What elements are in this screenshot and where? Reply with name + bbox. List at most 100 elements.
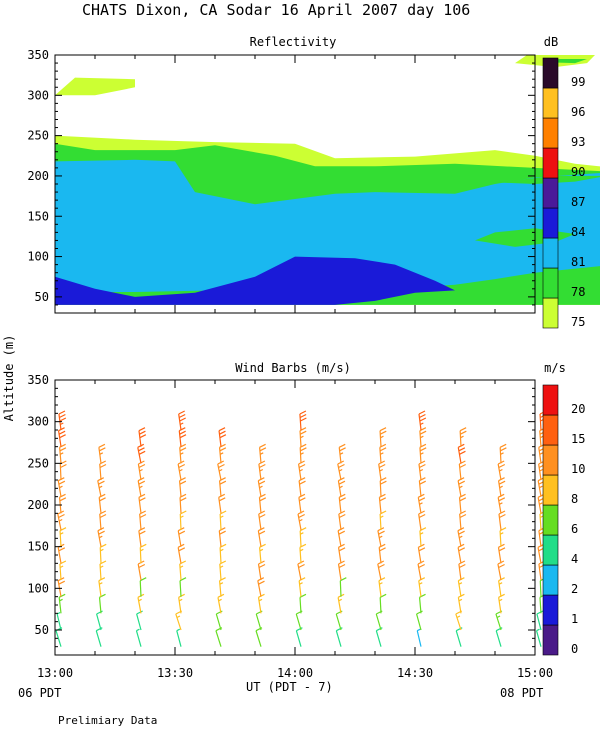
y-tick-label: 200 bbox=[27, 169, 49, 183]
wind-barb bbox=[459, 427, 467, 447]
wind-barb bbox=[178, 427, 187, 447]
wind-barb bbox=[378, 577, 386, 597]
wind-barb bbox=[457, 543, 466, 564]
wind-barb bbox=[98, 593, 106, 614]
wind-barb-colorbar-unit: m/s bbox=[544, 361, 566, 375]
wind-barb bbox=[139, 543, 147, 564]
y-tick-label: 250 bbox=[27, 129, 49, 143]
wind-barb bbox=[299, 593, 307, 614]
wind-barb bbox=[337, 593, 345, 614]
wind-barb bbox=[257, 477, 266, 497]
wind-barb bbox=[218, 427, 227, 447]
wind-barb bbox=[536, 610, 544, 631]
wind-barb bbox=[457, 443, 466, 464]
wind-barb bbox=[59, 443, 67, 464]
wind-barb bbox=[57, 543, 66, 564]
wind-barb bbox=[455, 610, 463, 631]
wind-barb bbox=[218, 577, 226, 597]
x-tick-label: 13:00 bbox=[37, 666, 73, 680]
wind-barb bbox=[459, 510, 467, 531]
wind-barb bbox=[255, 627, 263, 647]
wind-barb bbox=[337, 477, 346, 497]
y-tick-label: 350 bbox=[27, 373, 49, 387]
wind-barb bbox=[179, 577, 187, 597]
wind-barb bbox=[417, 493, 426, 514]
wind-barb bbox=[298, 477, 306, 497]
wind-barb bbox=[495, 627, 503, 647]
wind-barb bbox=[259, 443, 267, 464]
wind-barb bbox=[295, 627, 303, 647]
wind-barb bbox=[338, 443, 346, 464]
wind-barb-title: Wind Barbs (m/s) bbox=[235, 361, 351, 375]
reflectivity-colorbar-level-label: 99 bbox=[571, 75, 585, 89]
wind-barb bbox=[418, 410, 427, 431]
wind-barb bbox=[96, 610, 103, 631]
reflectivity-colorbar-swatch bbox=[542, 147, 559, 179]
wind-barb bbox=[219, 510, 227, 531]
reflectivity-colorbar-swatch bbox=[542, 267, 559, 299]
y-tick-label: 150 bbox=[27, 209, 49, 223]
wind-barb bbox=[335, 627, 343, 647]
wind-barb bbox=[179, 560, 187, 581]
wind-colorbar-level-label: 0 bbox=[571, 642, 578, 656]
wind-barb bbox=[495, 610, 503, 631]
wind-colorbar-level-label: 6 bbox=[571, 522, 578, 536]
wind-barb bbox=[497, 477, 506, 497]
wind-barb bbox=[419, 443, 427, 464]
altitude-axis-label: Altitude (m) bbox=[2, 335, 16, 422]
wind-barb bbox=[338, 510, 346, 531]
wind-barb bbox=[139, 577, 147, 597]
wind-barb bbox=[177, 460, 186, 481]
reflectivity-colorbar-level-label: 81 bbox=[571, 255, 585, 269]
wind-barb bbox=[418, 460, 426, 481]
wind-barb bbox=[418, 510, 426, 531]
wind-barb bbox=[498, 510, 506, 531]
wind-colorbar-swatch bbox=[542, 534, 559, 566]
wind-barb bbox=[377, 527, 385, 547]
reflectivity-colorbar: 75 78 81 84 87 90 93 96 99 bbox=[542, 57, 585, 329]
wind-barb bbox=[458, 460, 466, 481]
wind-barb bbox=[337, 527, 346, 547]
wind-barb bbox=[375, 610, 383, 631]
wind-barb bbox=[58, 493, 67, 514]
wind-barb bbox=[177, 527, 186, 547]
wind-barb bbox=[57, 577, 66, 597]
wind-barb bbox=[215, 627, 223, 647]
wind-barb bbox=[535, 628, 542, 647]
wind-barb bbox=[218, 527, 226, 547]
x-tick-label: 15:00 bbox=[517, 666, 553, 680]
wind-barb bbox=[455, 627, 463, 647]
wind-barb bbox=[337, 560, 346, 581]
wind-barb bbox=[295, 610, 303, 631]
reflectivity-colorbar-swatch bbox=[542, 207, 559, 239]
x-tick-label: 13:30 bbox=[157, 666, 193, 680]
reflectivity-axes: 50 100 150 200 250 300 350 bbox=[27, 48, 536, 314]
reflectivity-colorbar-swatch bbox=[542, 57, 559, 89]
wind-barb bbox=[98, 577, 106, 597]
wind-barb bbox=[257, 560, 266, 581]
wind-barb bbox=[136, 610, 143, 631]
wind-barb bbox=[99, 510, 107, 531]
wind-barb bbox=[499, 443, 507, 464]
wind-barb bbox=[137, 460, 146, 481]
wind-barb bbox=[175, 610, 183, 631]
reflectivity-colorbar-unit: dB bbox=[544, 35, 558, 49]
wind-barb bbox=[457, 527, 465, 547]
wind-barb bbox=[298, 577, 306, 597]
y-tick-label: 300 bbox=[27, 88, 49, 102]
reflectivity-75db-patch bbox=[55, 77, 135, 96]
reflectivity-colorbar-level-label: 84 bbox=[571, 225, 585, 239]
y-tick-label: 250 bbox=[27, 456, 49, 470]
wind-barb bbox=[457, 477, 466, 497]
wind-barb bbox=[299, 543, 307, 564]
reflectivity-colorbar-swatch bbox=[542, 177, 559, 209]
wind-barb bbox=[59, 560, 67, 581]
wind-barb bbox=[497, 560, 505, 581]
wind-barbs bbox=[55, 410, 547, 647]
wind-barb bbox=[58, 593, 66, 614]
wind-barb bbox=[497, 493, 506, 514]
wind-barb bbox=[379, 593, 387, 614]
wind-colorbar-level-label: 20 bbox=[571, 402, 585, 416]
wind-barb bbox=[257, 577, 265, 597]
x-tick-label: 14:00 bbox=[277, 666, 313, 680]
